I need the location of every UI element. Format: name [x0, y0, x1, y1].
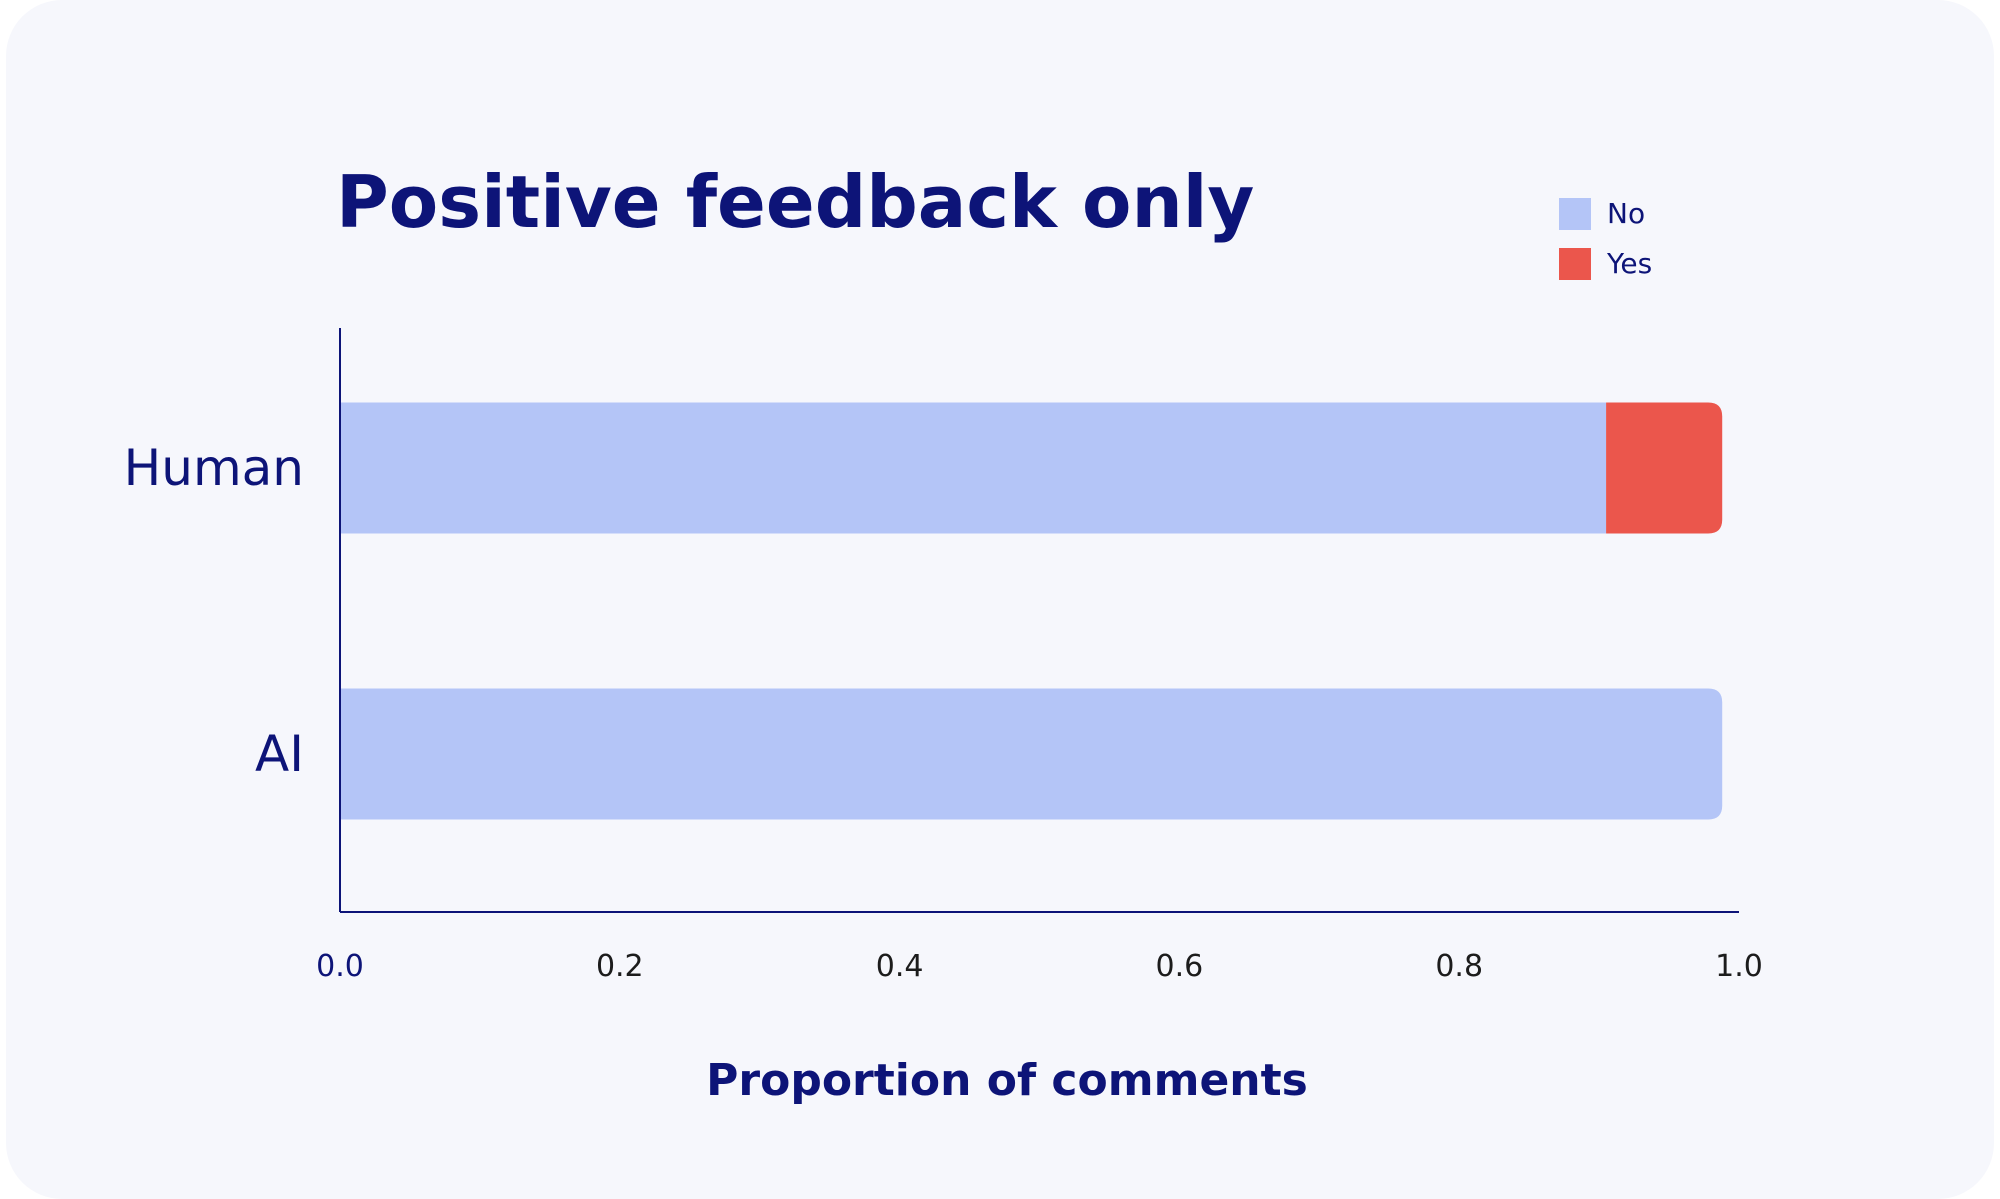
legend: No Yes	[1559, 197, 1652, 280]
category-label-human: Human	[124, 439, 304, 497]
chart-card: Positive feedback only No Yes Human AI 0.0…	[6, 0, 1994, 1199]
x-tick-labels: 0.0 0.2 0.4 0.6 0.8 1.0	[316, 949, 1763, 984]
x-tick-label-0-8: 0.8	[1435, 949, 1483, 984]
x-tick-label-0-2: 0.2	[596, 949, 644, 984]
bar-human-yes	[1606, 402, 1723, 534]
bars-group	[340, 402, 1723, 820]
category-label-ai: AI	[255, 725, 304, 783]
legend-swatch-no	[1559, 198, 1591, 230]
bar-ai-no	[340, 688, 1723, 820]
x-tick-label-0-0: 0.0	[316, 949, 364, 984]
chart-title: Positive feedback only	[336, 160, 1254, 244]
category-labels: Human AI	[124, 439, 304, 783]
chart: Positive feedback only No Yes Human AI 0.0…	[124, 160, 1763, 1106]
legend-label-no: No	[1607, 197, 1645, 230]
legend-swatch-yes	[1559, 248, 1591, 280]
x-tick-label-0-6: 0.6	[1156, 949, 1204, 984]
x-axis-label: Proportion of comments	[706, 1055, 1308, 1106]
legend-label-yes: Yes	[1606, 247, 1652, 280]
x-tick-label-1-0: 1.0	[1715, 949, 1763, 984]
bar-human-no	[340, 402, 1607, 534]
x-tick-label-0-4: 0.4	[876, 949, 924, 984]
